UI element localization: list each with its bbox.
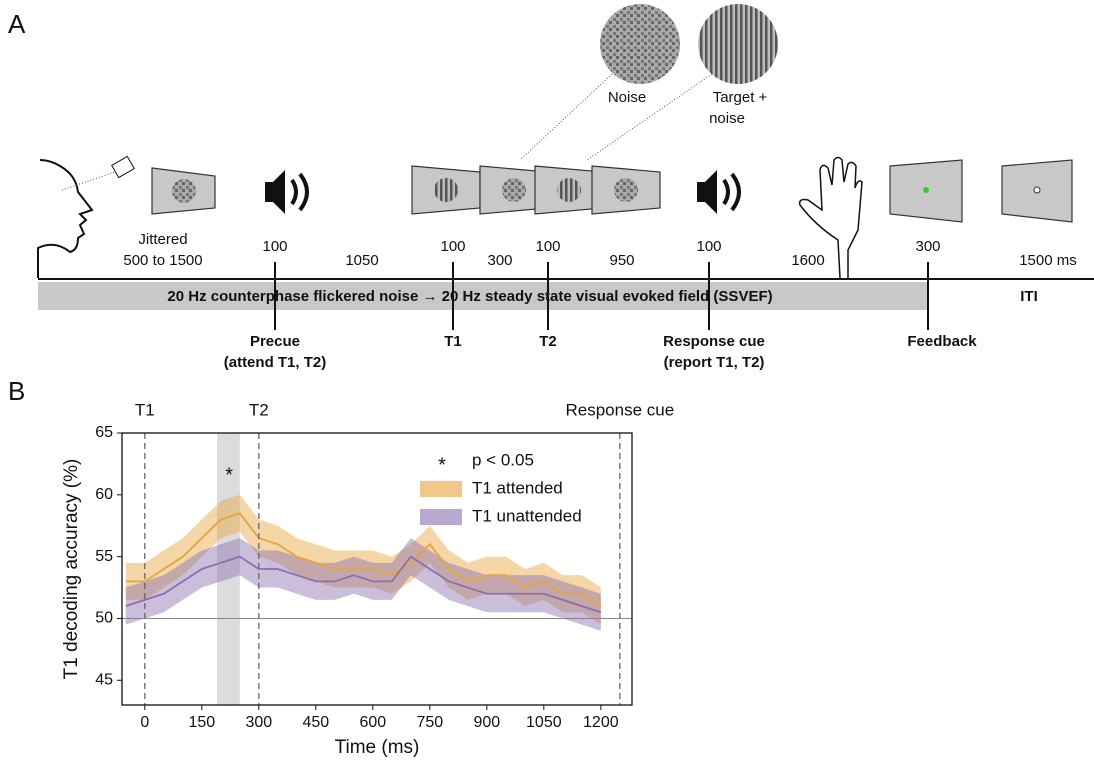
duration: 300: [487, 252, 512, 269]
panel-label: B: [8, 376, 25, 406]
line: [125, 555, 602, 614]
duration: 100: [696, 238, 721, 255]
duration: Jittered: [138, 231, 187, 248]
duration: 100: [535, 238, 560, 255]
y-tick-label: 45: [95, 671, 113, 688]
duration: 950: [609, 252, 634, 269]
callout-line: [586, 73, 713, 161]
legend-label: T1 attended: [472, 478, 563, 497]
speaker: [265, 170, 741, 214]
target-stimulus: [698, 4, 778, 84]
x-tick-label: 0: [140, 714, 149, 731]
axes-frame: [121, 432, 633, 706]
x-tick-label: 450: [302, 714, 329, 731]
x-axis-label: Time (ms): [335, 737, 420, 758]
legend-label: T1 unattended: [472, 506, 582, 525]
duration: 1050: [345, 252, 378, 269]
event-label: Response cue: [565, 400, 674, 419]
y-tick-label: 55: [95, 548, 113, 565]
x-tick-label: 1200: [583, 714, 619, 731]
x-tick-label: 150: [188, 714, 215, 731]
callout-label: noise: [709, 110, 745, 127]
y-tick-label: 50: [95, 610, 113, 627]
event-label: (report T1, T2): [664, 354, 765, 371]
event-label: Response cue: [663, 333, 765, 350]
star: *: [225, 464, 233, 486]
line: [125, 512, 602, 607]
event-label: Precue: [250, 333, 300, 350]
callout-label: Target +: [713, 89, 768, 106]
x-tick-label: 900: [473, 714, 500, 731]
x-tick-label: 600: [359, 714, 386, 731]
legend-swatch: [420, 481, 462, 497]
panel-label: A: [8, 9, 26, 39]
iti-label: ITI: [1020, 288, 1038, 305]
camera: [111, 155, 135, 179]
x-tick-label: 1050: [526, 714, 562, 731]
hand: [798, 156, 863, 279]
event-label: T2: [249, 400, 269, 419]
noise-stimulus: [600, 4, 680, 84]
screens: [151, 159, 1073, 223]
face: [37, 159, 94, 278]
callout-label: Noise: [608, 89, 646, 106]
flicker-bar: [38, 282, 928, 310]
error-band: [125, 538, 601, 631]
bar-text: 20 Hz counterphase flickered noise → 20 …: [167, 288, 772, 305]
significant-region: [217, 433, 240, 705]
duration: 500 to 1500: [123, 252, 202, 269]
y-tick-label: 60: [95, 486, 113, 503]
x-tick-label: 750: [416, 714, 443, 731]
duration: 300: [915, 238, 940, 255]
event-label: Feedback: [907, 333, 977, 350]
duration: 1600: [791, 252, 824, 269]
y-tick-label: 65: [95, 424, 113, 441]
event-label: T1: [444, 333, 462, 350]
legend-marker: *: [438, 454, 446, 476]
event-label: T1: [135, 400, 155, 419]
callout-line: [519, 73, 613, 161]
y-axis-label: T1 decoding accuracy (%): [61, 459, 82, 680]
duration: 100: [440, 238, 465, 255]
chart: T1 T2 Response cue * 0 150 300 450 600 750 900 1050…: [61, 400, 674, 758]
gaze-line: [61, 171, 116, 191]
duration: 100: [262, 238, 287, 255]
legend-swatch: [420, 509, 462, 525]
event-label: T2: [539, 333, 557, 350]
event-ticks: [274, 262, 929, 330]
event-label: (attend T1, T2): [224, 354, 327, 371]
legend-label: p < 0.05: [472, 450, 534, 469]
x-tick-label: 300: [245, 714, 272, 731]
duration: 1500 ms: [1019, 252, 1077, 269]
